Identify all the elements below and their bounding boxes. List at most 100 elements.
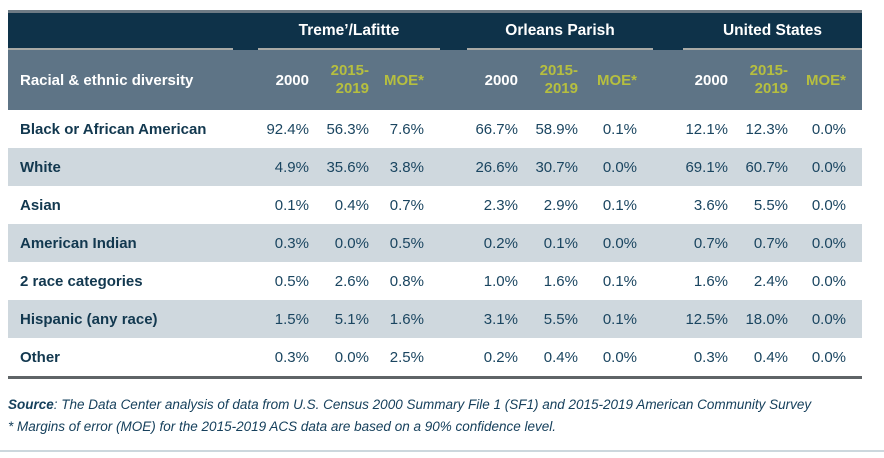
cell-value: 0.7% [378, 186, 440, 224]
col-header-us-moe: MOE* [797, 50, 863, 110]
cell-value: 0.3% [683, 338, 738, 376]
column-gap [440, 300, 467, 338]
cell-value: 0.1% [587, 186, 654, 224]
cell-value: 0.7% [683, 224, 738, 262]
table-row: Black or African American 92.4% 56.3% 7.… [8, 110, 863, 148]
cell-value: 69.1% [683, 148, 738, 186]
column-gap [233, 110, 258, 148]
cell-value: 12.5% [683, 300, 738, 338]
cell-value: 1.0% [467, 262, 527, 300]
cell-value: 60.7% [737, 148, 798, 186]
table-row: Other 0.3% 0.0% 2.5% 0.2% 0.4% 0.0% 0.3%… [8, 338, 863, 376]
column-gap [653, 186, 684, 224]
moe-note: * Margins of error (MOE) for the 2015-20… [8, 418, 557, 434]
row-label: Asian [8, 186, 233, 224]
column-gap [653, 110, 684, 148]
cell-value: 58.9% [527, 110, 587, 148]
col-header-us-2000: 2000 [683, 50, 738, 110]
column-gap [233, 186, 258, 224]
cell-value: 0.2% [467, 224, 527, 262]
column-gap [653, 338, 684, 376]
cell-value: 5.5% [737, 186, 798, 224]
cell-value: 1.6% [378, 300, 440, 338]
column-gap [233, 262, 258, 300]
cell-value: 0.5% [258, 262, 318, 300]
cell-value: 0.4% [318, 186, 378, 224]
cell-value: 3.8% [378, 148, 440, 186]
col-header-us-2015-2019: 2015-2019 [737, 50, 798, 110]
cell-value: 0.0% [587, 224, 654, 262]
group-header-treme-lafitte: Treme’/Lafitte [258, 13, 440, 50]
column-gap [440, 13, 467, 50]
page-bottom-divider [0, 450, 884, 452]
cell-value: 2.5% [378, 338, 440, 376]
row-label: Other [8, 338, 233, 376]
cell-value: 0.0% [318, 338, 378, 376]
cell-value: 0.0% [797, 300, 863, 338]
cell-value: 0.7% [737, 224, 798, 262]
row-label: White [8, 148, 233, 186]
cell-value: 0.0% [797, 262, 863, 300]
table-row: 2 race categories 0.5% 2.6% 0.8% 1.0% 1.… [8, 262, 863, 300]
cell-value: 0.0% [797, 338, 863, 376]
cell-value: 0.4% [527, 338, 587, 376]
cell-value: 0.8% [378, 262, 440, 300]
cell-value: 2.9% [527, 186, 587, 224]
cell-value: 0.0% [797, 148, 863, 186]
cell-value: 66.7% [467, 110, 527, 148]
cell-value: 0.0% [587, 338, 654, 376]
cell-value: 2.4% [737, 262, 798, 300]
cell-value: 35.6% [318, 148, 378, 186]
column-gap [440, 224, 467, 262]
column-gap [233, 338, 258, 376]
cell-value: 0.1% [587, 262, 654, 300]
cell-value: 0.0% [797, 110, 863, 148]
col-header-treme-2015-2019: 2015-2019 [318, 50, 378, 110]
cell-value: 0.1% [258, 186, 318, 224]
source-note: Source: The Data Center analysis of data… [8, 394, 884, 416]
cell-value: 0.1% [527, 224, 587, 262]
cell-value: 1.5% [258, 300, 318, 338]
column-gap [233, 148, 258, 186]
cell-value: 3.1% [467, 300, 527, 338]
cell-value: 0.4% [737, 338, 798, 376]
racial-ethnic-diversity-table: Treme’/Lafitte Orleans Parish United Sta… [8, 10, 863, 379]
cell-value: 7.6% [378, 110, 440, 148]
cell-value: 0.3% [258, 338, 318, 376]
table-row: Hispanic (any race) 1.5% 5.1% 1.6% 3.1% … [8, 300, 863, 338]
group-header-blank [8, 13, 233, 50]
col-header-orleans-2015-2019: 2015-2019 [527, 50, 587, 110]
cell-value: 0.0% [318, 224, 378, 262]
column-gap [653, 300, 684, 338]
cell-value: 56.3% [318, 110, 378, 148]
cell-value: 0.5% [378, 224, 440, 262]
cell-value: 26.6% [467, 148, 527, 186]
cell-value: 2.3% [467, 186, 527, 224]
cell-value: 30.7% [527, 148, 587, 186]
cell-value: 5.5% [527, 300, 587, 338]
source-text: : The Data Center analysis of data from … [53, 397, 812, 412]
column-gap [233, 50, 258, 110]
cell-value: 18.0% [737, 300, 798, 338]
col-header-treme-2000: 2000 [258, 50, 318, 110]
source-label: Source [8, 397, 54, 412]
column-gap [440, 186, 467, 224]
column-gap [233, 224, 258, 262]
group-header-united-states: United States [683, 13, 863, 50]
table-footnotes: Source: The Data Center analysis of data… [8, 394, 884, 438]
table-row: Asian 0.1% 0.4% 0.7% 2.3% 2.9% 0.1% 3.6%… [8, 186, 863, 224]
row-header-label: Racial & ethnic diversity [8, 50, 233, 110]
column-gap [653, 224, 684, 262]
column-gap [440, 50, 467, 110]
cell-value: 1.6% [683, 262, 738, 300]
column-gap [440, 148, 467, 186]
cell-value: 0.1% [587, 300, 654, 338]
cell-value: 12.1% [683, 110, 738, 148]
cell-value: 0.2% [467, 338, 527, 376]
column-gap [653, 148, 684, 186]
column-gap [233, 13, 258, 50]
column-gap [440, 262, 467, 300]
col-header-orleans-moe: MOE* [587, 50, 654, 110]
cell-value: 2.6% [318, 262, 378, 300]
cell-value: 0.0% [797, 224, 863, 262]
